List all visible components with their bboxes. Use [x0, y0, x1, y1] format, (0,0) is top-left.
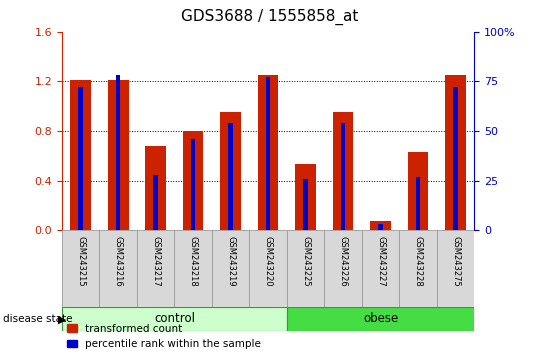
Bar — [212, 230, 250, 308]
Bar — [183, 131, 204, 230]
Bar — [137, 230, 175, 308]
Text: GSM243226: GSM243226 — [338, 235, 348, 286]
Text: GSM243216: GSM243216 — [114, 235, 123, 286]
Bar — [295, 164, 316, 230]
Text: GSM243275: GSM243275 — [451, 235, 460, 286]
Bar — [445, 75, 466, 230]
Legend: transformed count, percentile rank within the sample: transformed count, percentile rank withi… — [67, 324, 261, 349]
Bar — [287, 307, 474, 331]
Bar — [116, 75, 120, 230]
Bar — [146, 146, 166, 230]
Bar — [108, 80, 128, 230]
Bar — [79, 87, 83, 230]
Bar — [333, 113, 354, 230]
Bar — [303, 178, 308, 230]
Text: GSM243215: GSM243215 — [76, 235, 85, 286]
Bar — [71, 80, 91, 230]
Bar — [191, 139, 196, 230]
Bar — [370, 222, 391, 230]
Bar — [62, 230, 100, 308]
Bar — [220, 113, 241, 230]
Text: obese: obese — [363, 313, 398, 325]
Bar — [378, 224, 383, 230]
Bar — [229, 123, 233, 230]
Bar — [416, 177, 420, 230]
Bar — [408, 152, 429, 230]
Bar — [453, 87, 458, 230]
Text: GSM243219: GSM243219 — [226, 235, 235, 286]
Text: GSM243225: GSM243225 — [301, 235, 310, 286]
Bar — [341, 123, 345, 230]
Text: GSM243220: GSM243220 — [264, 235, 273, 286]
Bar — [258, 75, 279, 230]
Text: disease state: disease state — [3, 314, 72, 324]
Bar — [266, 78, 271, 230]
Bar — [250, 230, 287, 308]
Text: GSM243228: GSM243228 — [413, 235, 423, 286]
Text: GSM243227: GSM243227 — [376, 235, 385, 286]
Bar — [100, 230, 137, 308]
Text: ▶: ▶ — [58, 314, 67, 324]
Bar — [324, 230, 362, 308]
Bar — [154, 175, 158, 230]
Bar — [175, 230, 212, 308]
Bar — [287, 230, 324, 308]
Bar — [362, 230, 399, 308]
Text: GSM243218: GSM243218 — [189, 235, 198, 286]
Bar — [399, 230, 437, 308]
Bar — [62, 307, 287, 331]
Text: GDS3688 / 1555858_at: GDS3688 / 1555858_at — [181, 9, 358, 25]
Text: GSM243217: GSM243217 — [151, 235, 160, 286]
Bar — [437, 230, 474, 308]
Text: control: control — [154, 313, 195, 325]
